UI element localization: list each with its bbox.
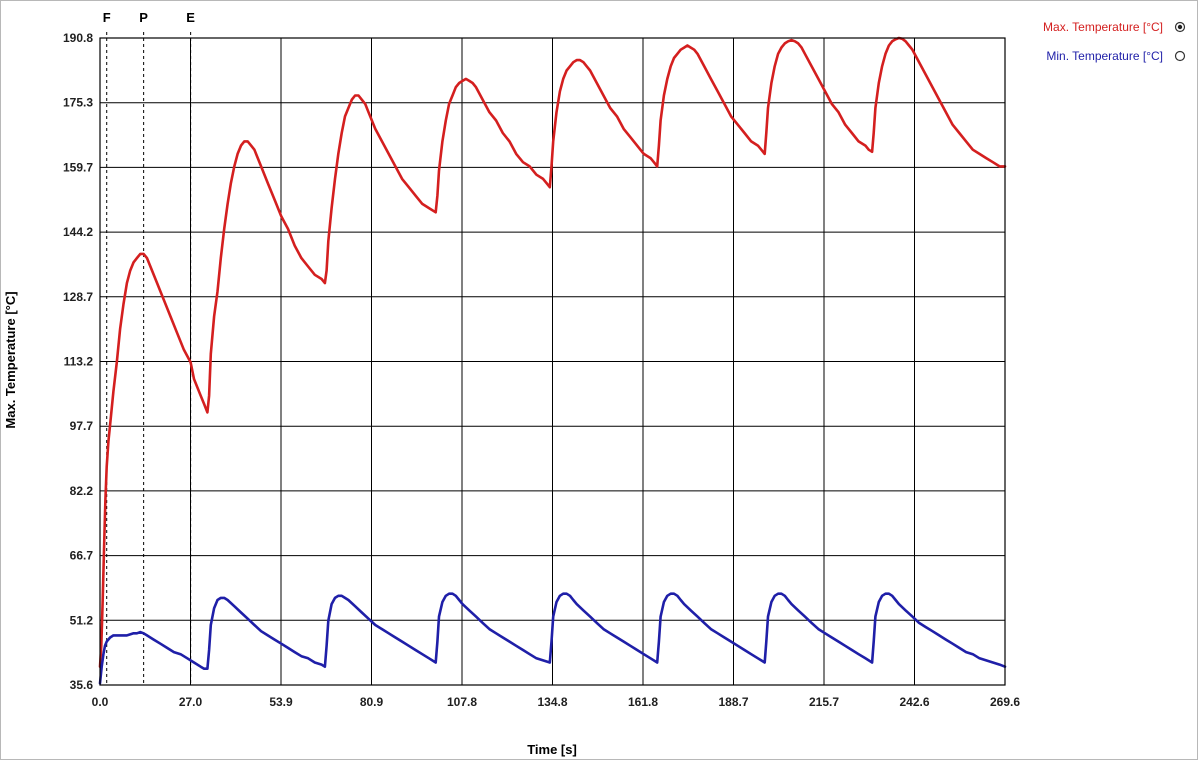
x-tick-label: 107.8 [447, 695, 477, 709]
max-temperature-line [98, 36, 1007, 668]
x-tick-label: 134.8 [537, 695, 567, 709]
x-axis-ticks: 0.0 27.0 53.9 80.9 107.8 134.8 161.8 188.7 215.7… [92, 695, 1021, 709]
x-tick-label: 215.7 [809, 695, 839, 709]
x-tick-label: 80.9 [360, 695, 384, 709]
y-tick-label: 159.7 [63, 160, 93, 174]
y-tick-label: 190.8 [63, 31, 93, 45]
plot-area [99, 37, 1006, 686]
y-tick-label: 175.3 [63, 96, 93, 110]
y-axis-label: Max. Temperature [°C] [3, 291, 18, 428]
y-tick-label: 97.7 [70, 419, 94, 433]
x-tick-label: 161.8 [628, 695, 658, 709]
y-tick-label: 128.7 [63, 290, 93, 304]
x-tick-label: 27.0 [179, 695, 203, 709]
x-tick-label: 188.7 [718, 695, 748, 709]
legend-radio-min[interactable] [1174, 50, 1186, 62]
y-tick-label: 82.2 [70, 484, 94, 498]
marker-label-p: P [139, 10, 148, 25]
x-tick-label: 242.6 [899, 695, 929, 709]
legend: Max. Temperature [°C] Min. Temperature [°… [1043, 20, 1186, 63]
x-tick-label: 53.9 [269, 695, 293, 709]
marker-label-f: F [103, 10, 111, 25]
x-axis-label: Time [s] [527, 742, 577, 757]
y-axis-ticks: 190.8 175.3 159.7 144.2 128.7 113.2 97.7 82.2 66… [63, 31, 93, 692]
legend-label-max: Max. Temperature [°C] [1043, 20, 1163, 34]
legend-label-min: Min. Temperature [°C] [1046, 49, 1163, 63]
marker-label-e: E [186, 10, 195, 25]
series-layer [98, 36, 1007, 685]
y-tick-label: 51.2 [70, 613, 94, 627]
y-tick-label: 66.7 [70, 549, 94, 563]
grid-lines [99, 37, 1006, 686]
legend-radio-dot [1177, 24, 1183, 30]
x-tick-label: 0.0 [92, 695, 109, 709]
y-tick-label: 113.2 [64, 355, 94, 369]
x-tick-label: 269.6 [990, 695, 1020, 709]
min-temperature-line [98, 592, 1007, 685]
y-tick-label: 35.6 [70, 678, 94, 692]
y-tick-label: 144.2 [63, 225, 93, 239]
